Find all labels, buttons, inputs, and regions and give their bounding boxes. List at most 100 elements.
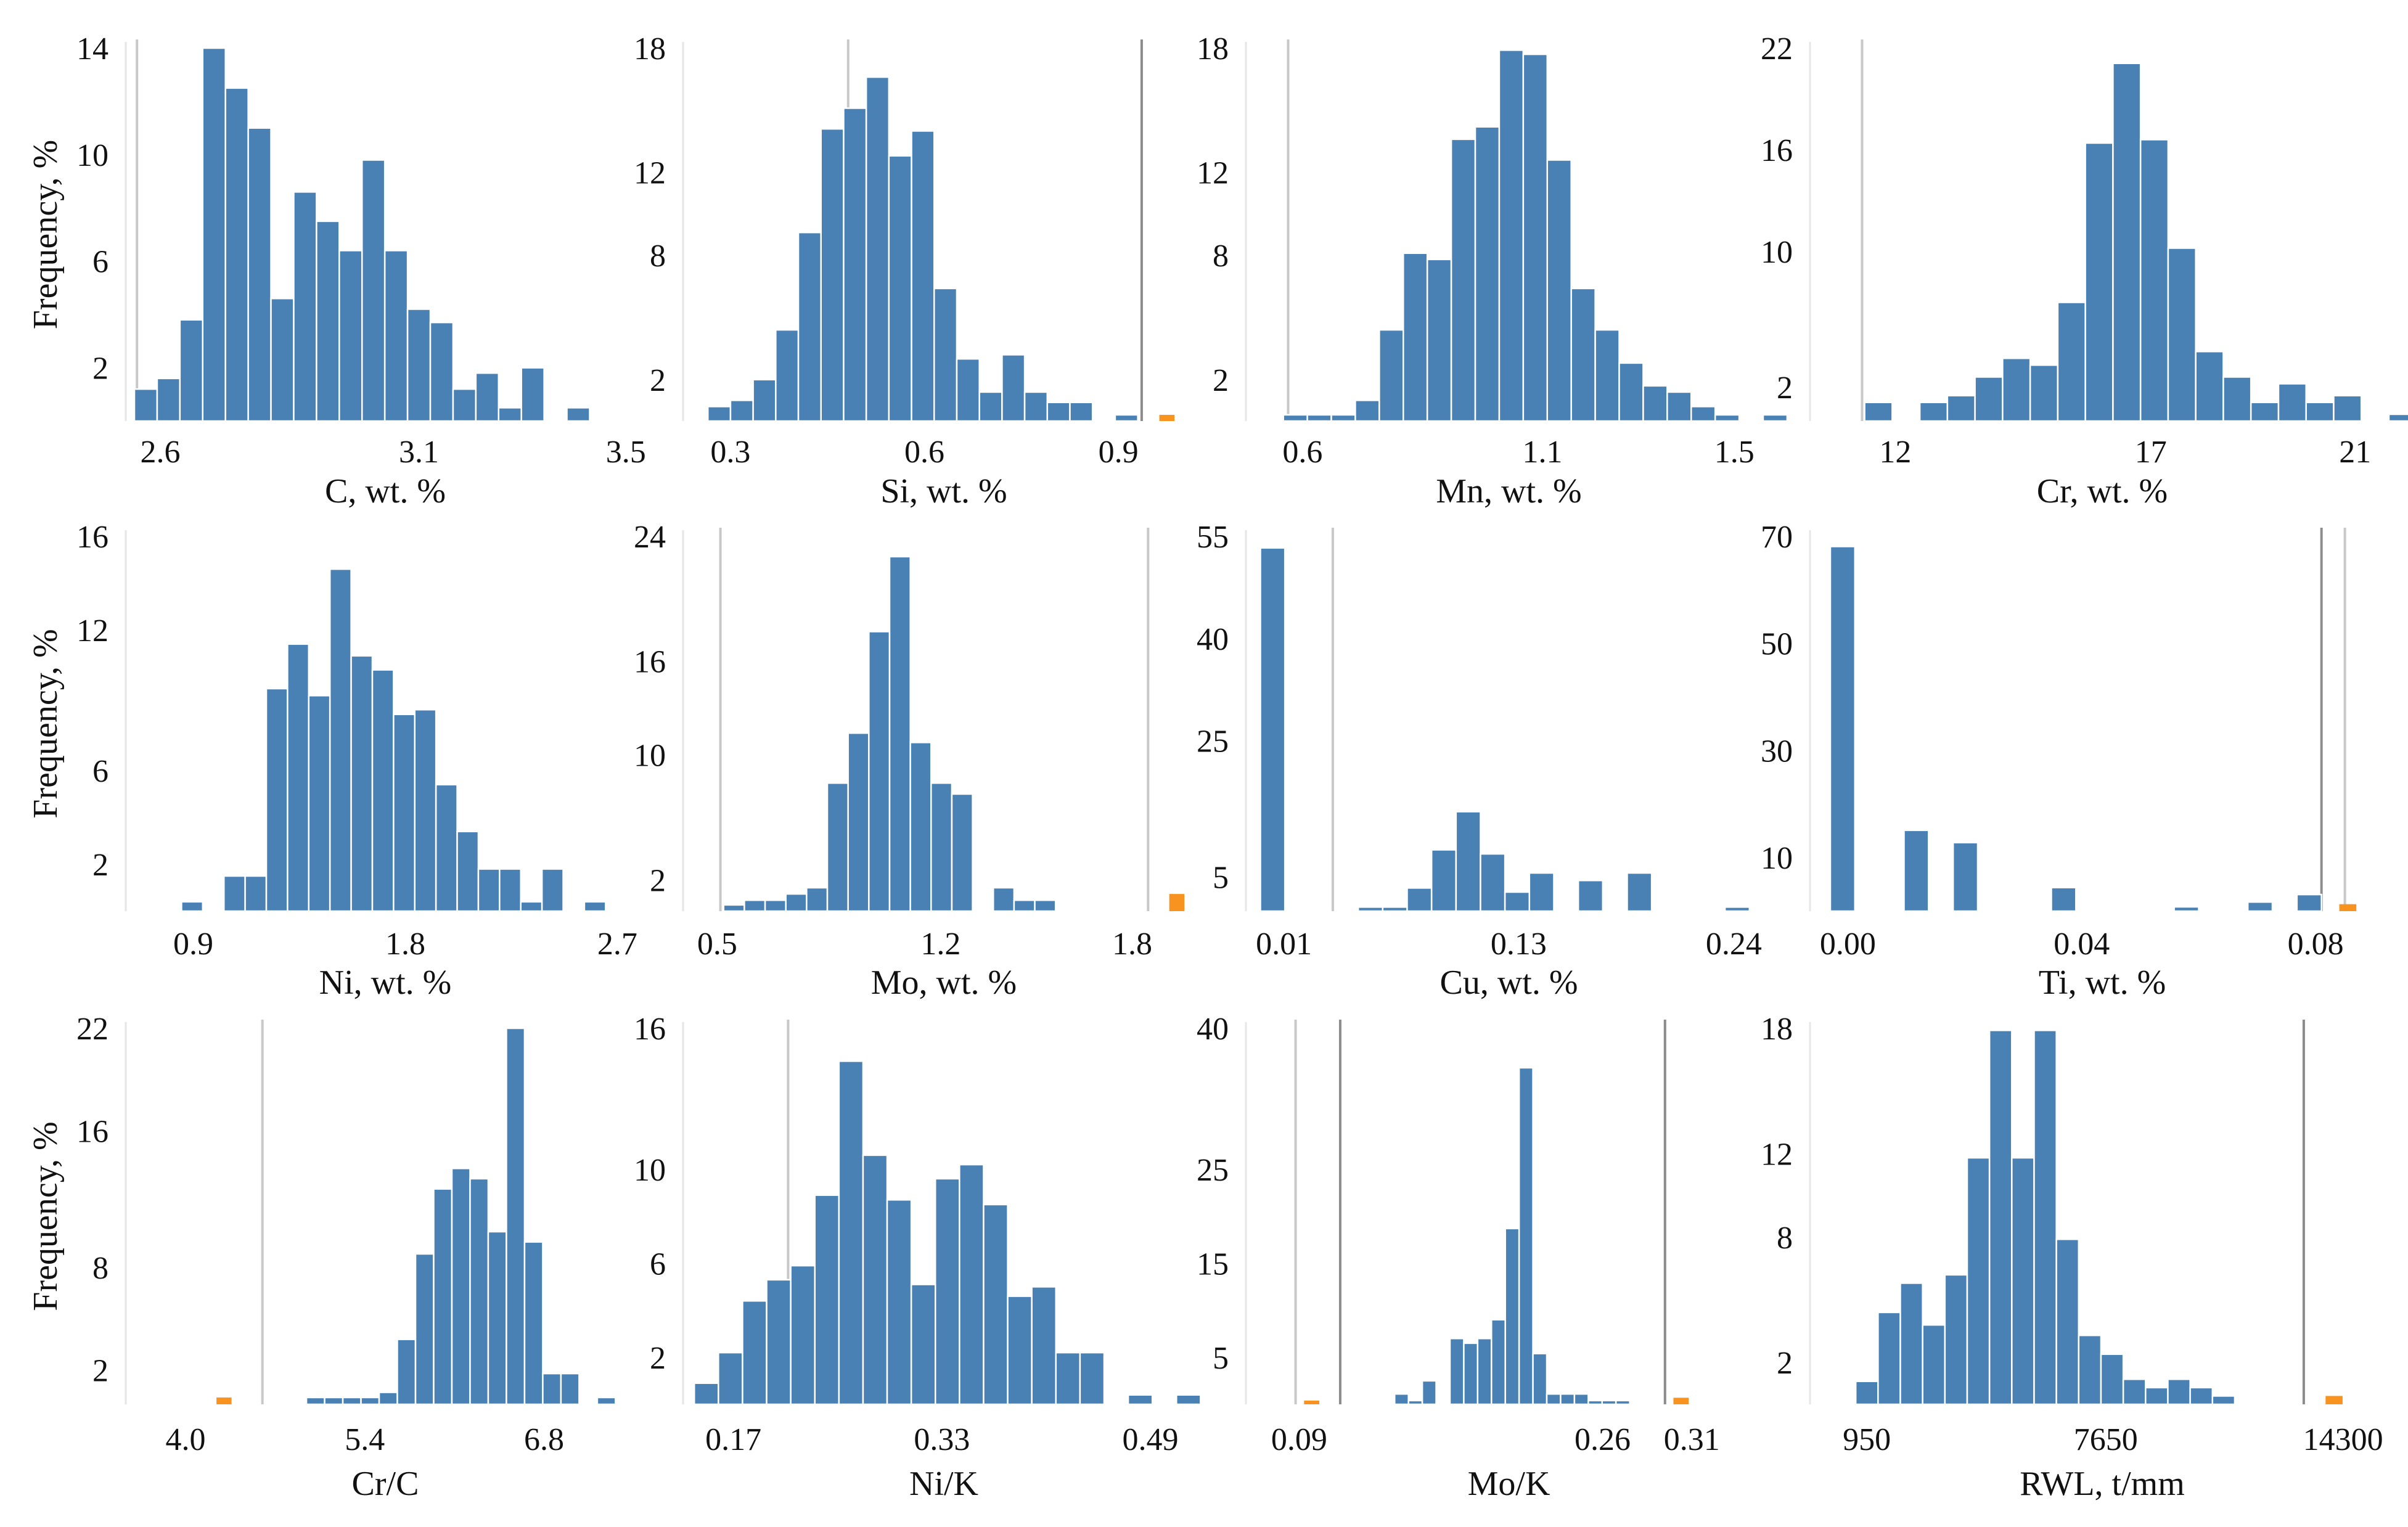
x-tick-label: 0.04 — [2054, 927, 2110, 962]
histogram-bar — [383, 250, 409, 422]
y-tick-label: 5 — [1213, 1341, 1229, 1376]
histogram-bar — [764, 899, 787, 912]
histogram-bar — [1546, 1393, 1562, 1406]
histogram-bar — [862, 1154, 888, 1406]
histogram-bar — [179, 319, 204, 422]
histogram-bar — [2167, 1378, 2191, 1406]
x-tick-label: 6.8 — [524, 1422, 564, 1457]
histogram-bar — [2002, 358, 2031, 422]
histogram-bar — [1577, 880, 1604, 912]
histogram-bar — [1714, 414, 1740, 422]
histogram-bar — [2296, 893, 2322, 912]
x-axis-label: Mo, wt. % — [871, 964, 1017, 1002]
histogram-bar — [1023, 391, 1049, 422]
histogram-bar — [308, 695, 331, 912]
y-tick-label: 2 — [650, 363, 666, 398]
histogram-bar — [1528, 872, 1555, 912]
y-axis-label: Frequency, % — [27, 629, 65, 818]
histogram-bar — [305, 1396, 326, 1406]
outlier-marker — [216, 1397, 232, 1404]
histogram-bar — [316, 220, 340, 422]
histogram-bar — [224, 87, 249, 422]
y-tick-label: 12 — [76, 613, 109, 649]
y-tick-label: 2 — [92, 1354, 109, 1389]
histogram-bar — [1393, 1393, 1409, 1406]
x-axis-label: Cu, wt. % — [1440, 964, 1578, 1002]
y-tick-label: 10 — [1761, 235, 1793, 270]
histogram-bar — [1854, 1380, 1879, 1406]
histogram-bar — [930, 782, 953, 912]
histogram-bar — [287, 643, 310, 912]
x-tick-label: 0.13 — [1491, 927, 1547, 962]
histogram-bar — [1522, 53, 1549, 422]
histogram-bar — [452, 388, 477, 422]
histogram-bar — [293, 191, 317, 422]
histogram-bar — [847, 732, 870, 912]
x-tick-label: 17 — [2135, 435, 2167, 470]
histogram-bar — [729, 399, 754, 422]
histogram-bar — [1176, 1394, 1202, 1406]
y-tick-label: 15 — [1197, 1247, 1229, 1282]
histogram-bar — [935, 1177, 960, 1406]
y-tick-label: 16 — [1761, 133, 1793, 168]
y-tick-label: 8 — [650, 239, 666, 274]
histogram-bar — [202, 47, 226, 422]
y-tick-label: 16 — [634, 1012, 666, 1047]
histogram-bar — [983, 1203, 1009, 1406]
y-tick-label: 14 — [76, 31, 109, 67]
histogram-bar — [785, 893, 808, 912]
y-tick-label: 16 — [76, 1114, 109, 1149]
histogram-panel-10: 2 6 10 16 0.17 0.33 0.49 Ni/K — [634, 1012, 1202, 1503]
histogram-panel-12: 2 8 12 18 950 7650 14300 RWL, t/mm — [1761, 1012, 2383, 1503]
histogram-bar — [2122, 1378, 2147, 1406]
x-tick-label: 4.0 — [166, 1422, 206, 1457]
histogram-bar — [429, 321, 454, 422]
histogram-bar — [706, 406, 732, 422]
histogram-bar — [910, 1283, 936, 1406]
histogram-bar — [244, 875, 268, 912]
histogram-bar — [2173, 906, 2200, 912]
x-tick-label: 0.09 — [1271, 1422, 1327, 1457]
x-tick-label: 0.31 — [1664, 1422, 1720, 1457]
histogram-bar — [1877, 1311, 1901, 1406]
histogram-bar — [838, 1060, 864, 1406]
histogram-bar — [1127, 1394, 1153, 1406]
histogram-panel-2: 2 8 12 18 0.3 0.6 0.9 Si, wt. % — [634, 31, 1175, 510]
y-tick-label: 24 — [634, 520, 666, 555]
histogram-bar — [1601, 1399, 1617, 1406]
x-tick-label: 0.6 — [1282, 435, 1322, 470]
histogram-bar — [1421, 1380, 1437, 1406]
x-tick-label: 0.9 — [1099, 435, 1139, 470]
histogram-bar — [1899, 1282, 1923, 1406]
y-tick-label: 2 — [1213, 363, 1229, 398]
histogram-bar — [477, 868, 501, 912]
y-tick-label: 70 — [1761, 520, 1793, 555]
histogram-bar — [2388, 413, 2408, 422]
histogram-bar — [2195, 351, 2224, 422]
x-tick-label: 0.49 — [1123, 1422, 1179, 1457]
y-tick-label: 2 — [650, 1341, 666, 1376]
outlier-marker — [1169, 894, 1185, 911]
y-tick-label: 10 — [634, 1153, 666, 1188]
histogram-bar — [911, 130, 935, 422]
y-tick-label: 8 — [1777, 1221, 1793, 1256]
histogram-bar — [1919, 401, 1949, 422]
x-tick-label: 0.08 — [2288, 927, 2344, 962]
histogram-bar — [1330, 414, 1356, 422]
y-tick-label: 12 — [1197, 156, 1229, 191]
y-tick-label: 8 — [1213, 239, 1229, 274]
histogram-bar — [1463, 1342, 1479, 1406]
histogram-bar — [888, 155, 912, 422]
histogram-bar — [742, 1300, 768, 1406]
histogram-bar — [1594, 329, 1620, 422]
histogram-bar — [498, 407, 522, 422]
histogram-bar — [909, 742, 932, 912]
histogram-bar — [1618, 362, 1644, 422]
histogram-bar — [1476, 1338, 1493, 1406]
histogram-bar — [1406, 887, 1433, 912]
histogram-bar — [2050, 886, 2077, 912]
y-tick-label: 55 — [1197, 520, 1229, 555]
histogram-bar — [350, 655, 374, 912]
histogram-bar — [992, 886, 1015, 912]
histogram-bar — [1690, 406, 1716, 422]
